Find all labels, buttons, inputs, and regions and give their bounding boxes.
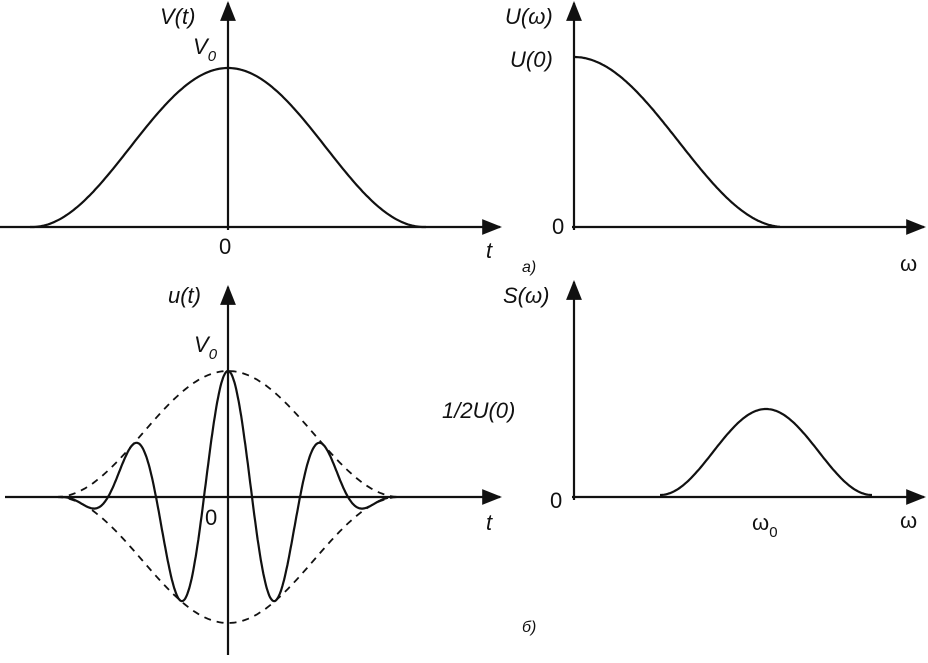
panel-a-right-y-label: U(ω)	[505, 4, 553, 29]
panel-b-right-peak-label: 1/2U(0)	[442, 398, 515, 423]
panel-b-left-peak-label: V0	[194, 332, 218, 363]
panel-b-left-x-label: t	[486, 510, 493, 535]
panel-a-right-origin-label: 0	[552, 214, 564, 239]
lower-envelope-dashed	[55, 496, 401, 624]
panel-b-right-center-label: ω0	[752, 510, 778, 541]
panel-a-caption: a)	[522, 259, 536, 276]
envelope-curve-v-t	[30, 66, 426, 229]
modulated-signal-curve-u-t	[58, 369, 389, 603]
upper-envelope-dashed	[55, 370, 401, 498]
spectrum-curve-u-omega	[574, 55, 781, 228]
panel-b-left-plot: u(t) V0 0 t	[5, 283, 502, 655]
panel-b-left-origin-label: 0	[205, 505, 217, 530]
panel-a-right-x-label: ω	[900, 251, 917, 276]
panel-b-right-y-label: S(ω)	[503, 283, 549, 308]
panel-b-right-plot: S(ω) 1/2U(0) 0 ω0 ω	[442, 280, 926, 541]
panel-b-right-origin-label: 0	[550, 488, 562, 513]
panel-a-right-peak-label: U(0)	[510, 47, 553, 72]
panel-b-right-x-label: ω	[900, 508, 917, 533]
shifted-spectrum-curve-s-omega	[660, 407, 872, 497]
panel-b-caption: б)	[522, 619, 536, 636]
panel-a-left-y-label: V(t)	[160, 4, 195, 29]
panel-a-left-origin-label: 0	[219, 234, 231, 259]
panel-a-left-x-label: t	[486, 238, 493, 263]
panel-a-left-peak-label: V0	[193, 34, 217, 65]
panel-b-left-y-label: u(t)	[168, 283, 201, 308]
panel-a-left-plot: V(t) V0 0 t	[0, 1, 502, 263]
panel-a-right-plot: U(ω) U(0) 0 ω	[505, 1, 926, 276]
